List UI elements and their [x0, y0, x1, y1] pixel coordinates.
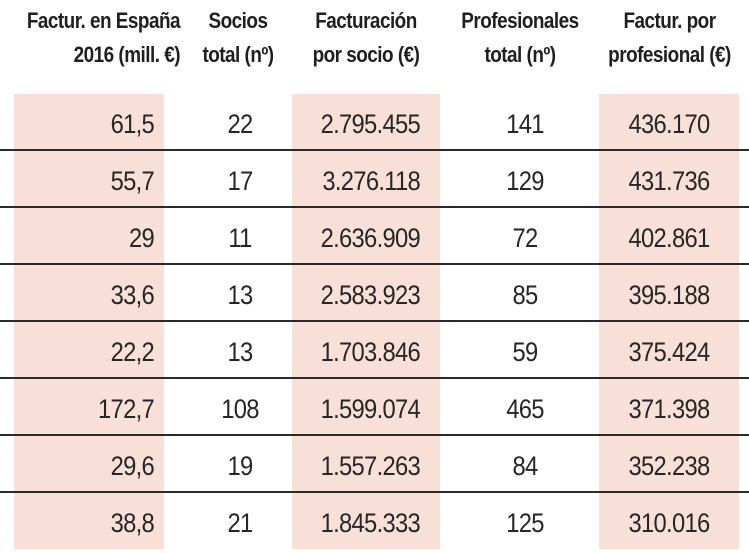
cell-facturacion-profesional: 310.016: [628, 508, 711, 538]
cell-facturacion-espana: 29,6: [110, 451, 155, 481]
header-line-2: 2016 (mill. €): [73, 42, 181, 67]
cell-facturacion-espana: 38,8: [110, 508, 155, 538]
cell-profesionales: 129: [506, 166, 544, 196]
cell-facturacion-socio: 2.583.923: [320, 280, 421, 310]
table-row: 61,5 22 2.795.455 141 436.170: [0, 94, 749, 151]
cell-profesionales: 84: [512, 451, 538, 481]
cell-facturacion-espana: 33,6: [110, 280, 155, 310]
cell-socios: 13: [227, 280, 253, 310]
cell-facturacion-profesional: 402.861: [628, 223, 711, 253]
cell-socios: 21: [227, 508, 253, 538]
cell-facturacion-socio: 2.795.455: [320, 109, 421, 139]
cell-profesionales: 72: [512, 223, 538, 253]
cell-facturacion-espana: 55,7: [110, 166, 155, 196]
header-line-2: total (nº): [484, 42, 556, 67]
cell-facturacion-socio: 3.276.118: [322, 166, 420, 196]
header-facturacion-socio: Facturación por socio (€): [292, 4, 440, 76]
cell-profesionales: 141: [506, 109, 544, 139]
table-row: 172,7 108 1.599.074 465 371.398: [0, 379, 749, 436]
table-row: 29,6 19 1.557.263 84 352.238: [0, 436, 749, 493]
cell-facturacion-profesional: 352.238: [628, 451, 711, 481]
header-line-1: Factur. en España: [26, 8, 181, 33]
data-table: 61,5 22 2.795.455 141 436.170 55,7 17 3.…: [0, 94, 749, 549]
table-row: 55,7 17 3.276.118 129 431.736: [0, 151, 749, 208]
cell-profesionales: 85: [512, 280, 538, 310]
cell-facturacion-socio: 1.557.263: [320, 451, 421, 481]
header-line-1: Facturación: [315, 8, 417, 33]
cell-socios: 17: [227, 166, 253, 196]
header-socios: Socios total (nº): [186, 4, 289, 76]
cell-facturacion-profesional: 395.188: [628, 280, 711, 310]
cell-facturacion-socio: 1.599.074: [320, 394, 421, 424]
table-row: 29 11 2.636.909 72 402.861: [0, 208, 749, 265]
table-row: 22,2 13 1.703.846 59 375.424: [0, 322, 749, 379]
header-line-2: por socio (€): [312, 42, 420, 67]
cell-socios: 19: [227, 451, 253, 481]
cell-facturacion-profesional: 371.398: [628, 394, 711, 424]
cell-facturacion-profesional: 436.170: [628, 109, 711, 139]
header-line-2: profesional (€): [608, 42, 731, 67]
header-profesionales: Profesionales total (nº): [451, 4, 589, 76]
header-facturacion-profesional: Factur. por profesional (€): [601, 4, 738, 76]
cell-facturacion-espana: 61,5: [110, 109, 155, 139]
cell-socios: 108: [221, 394, 259, 424]
cell-facturacion-espana: 29: [128, 223, 155, 253]
header-line-1: Socios: [208, 8, 268, 33]
header-line-1: Factur. por: [623, 8, 716, 33]
header-facturacion-espana: Factur. en España 2016 (mill. €): [25, 4, 181, 76]
table-row: 33,6 13 2.583.923 85 395.188: [0, 265, 749, 322]
cell-facturacion-profesional: 375.424: [628, 337, 711, 367]
cell-socios: 11: [228, 223, 252, 253]
cell-facturacion-socio: 1.845.333: [320, 508, 421, 538]
cell-facturacion-espana: 172,7: [98, 394, 155, 424]
cell-profesionales: 465: [506, 394, 544, 424]
cell-profesionales: 125: [506, 508, 544, 538]
cell-facturacion-socio: 1.703.846: [320, 337, 421, 367]
cell-socios: 13: [227, 337, 253, 367]
cell-profesionales: 59: [512, 337, 538, 367]
table-row: 38,8 21 1.845.333 125 310.016: [0, 493, 749, 549]
cell-facturacion-espana: 22,2: [110, 337, 155, 367]
cell-facturacion-socio: 2.636.909: [320, 223, 421, 253]
header-line-1: Profesionales: [461, 8, 579, 33]
header-line-2: total (nº): [202, 42, 274, 67]
cell-socios: 22: [227, 109, 253, 139]
cell-facturacion-profesional: 431.736: [628, 166, 711, 196]
